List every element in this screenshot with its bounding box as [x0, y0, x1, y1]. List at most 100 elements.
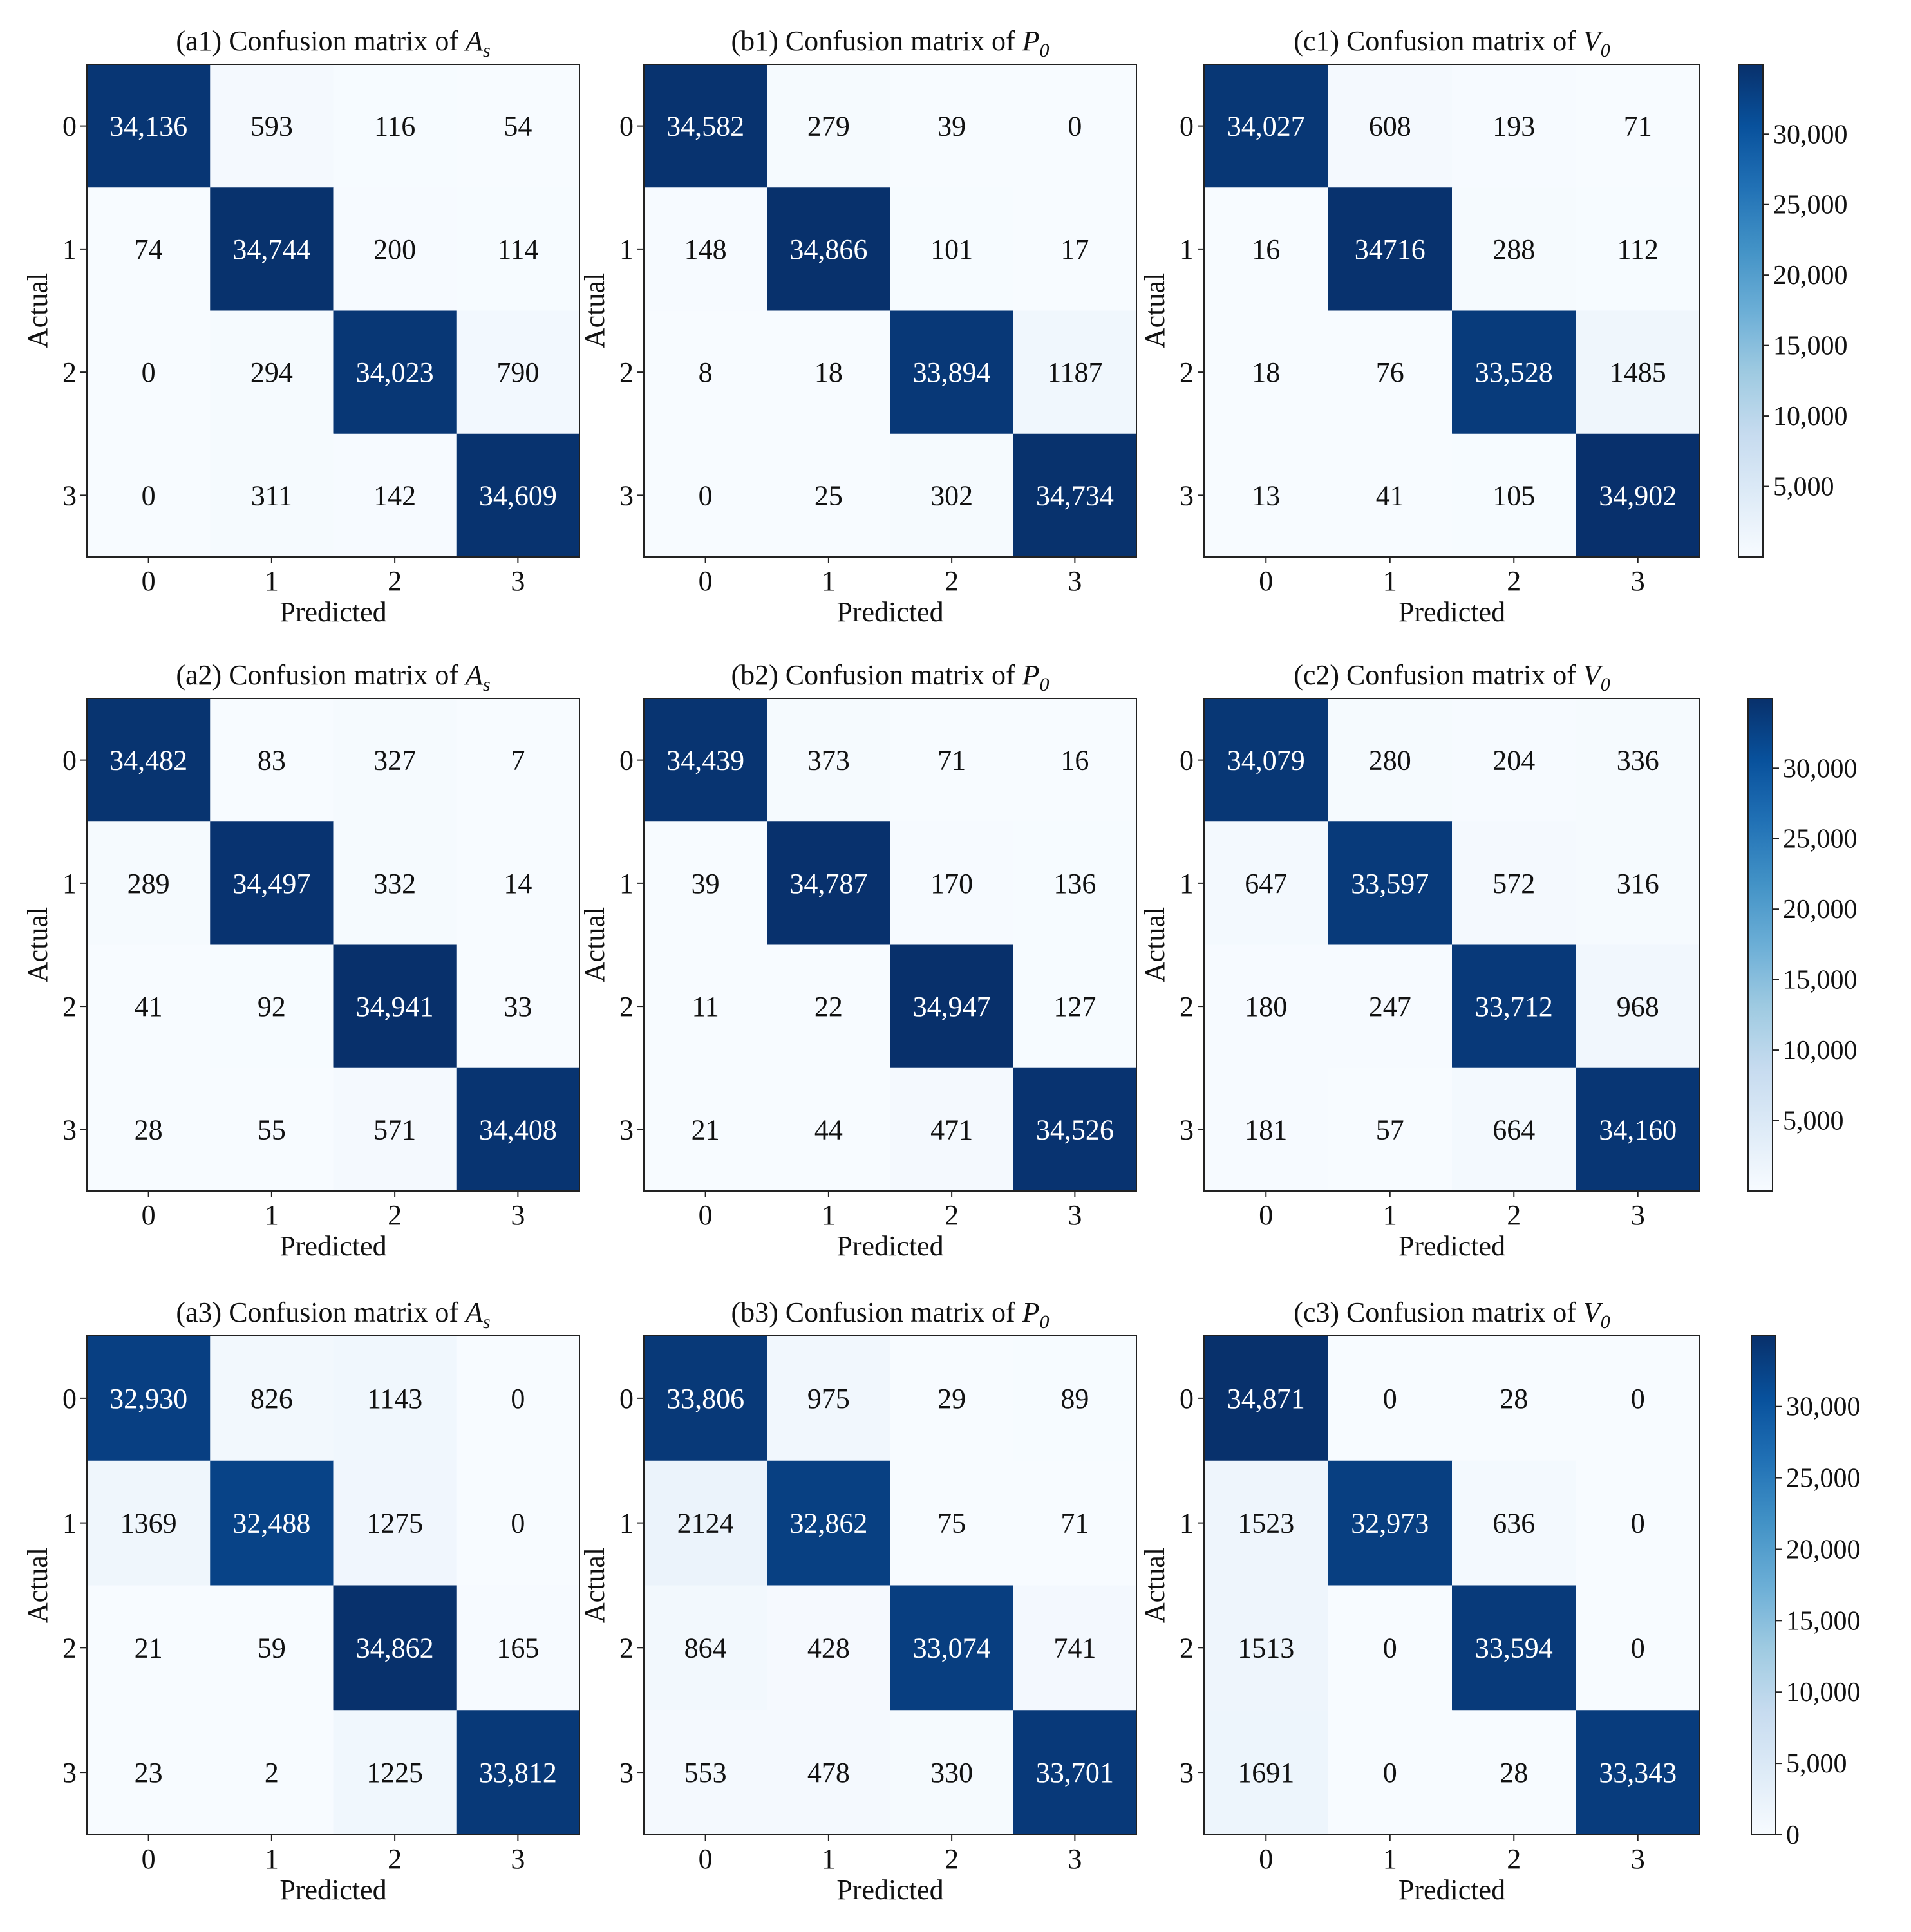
cell-value-label: 101: [930, 234, 973, 265]
cell-value-label: 33: [504, 991, 532, 1022]
cell-value-label: 34,787: [789, 868, 867, 899]
colorbar-tick-label: 20,000: [1786, 1535, 1861, 1564]
matrix-cell: [1576, 821, 1700, 945]
cell-value-label: 1513: [1238, 1632, 1294, 1664]
cell-value-label: 34,862: [356, 1632, 434, 1664]
matrix-cell: [333, 699, 457, 822]
matrix-cell: [87, 310, 211, 435]
cell-value-label: 33,528: [1475, 357, 1553, 388]
cell-value-label: 0: [1631, 1383, 1645, 1414]
cell-value-label: 71: [1060, 1508, 1089, 1539]
matrix-frame: [643, 698, 1137, 1192]
x-tick-label: 2: [1507, 1843, 1521, 1875]
matrix-cell: [767, 64, 890, 188]
cell-value-label: 0: [1631, 1632, 1645, 1664]
cell-value-label: 327: [373, 745, 416, 776]
matrix-cell: [644, 1067, 767, 1192]
cell-value-label: 0: [142, 357, 156, 388]
colorbar-tick-label: 30,000: [1783, 754, 1858, 783]
x-tick-label: 1: [822, 1199, 836, 1231]
cell-value-label: 1187: [1047, 357, 1102, 388]
matrix-cell: [1204, 1067, 1328, 1192]
matrix-cell: [456, 944, 580, 1069]
matrix-frame: [1203, 64, 1700, 558]
matrix-cell: [210, 1585, 334, 1711]
matrix-cell: [767, 1336, 890, 1461]
x-axis-label: Predicted: [1398, 1874, 1505, 1906]
colorbar-tick-label: 10,000: [1773, 402, 1848, 431]
matrix-cell: [890, 1710, 1014, 1835]
matrix-cell: [1328, 944, 1453, 1069]
matrix-cell: [210, 187, 334, 311]
matrix-cell: [1204, 1336, 1328, 1461]
y-tick-label: 1: [619, 868, 634, 899]
matrix-cell: [1204, 1710, 1328, 1835]
cell-value-label: 170: [930, 868, 973, 899]
x-tick-label: 1: [822, 565, 836, 597]
x-tick-label: 0: [142, 1843, 156, 1875]
y-tick-label: 3: [619, 1757, 634, 1788]
panel-title-symbol: P: [1022, 659, 1040, 691]
panel-title: (a1) Confusion matrix of As: [176, 25, 490, 61]
cell-value-label: 16: [1060, 745, 1089, 776]
cell-value-label: 75: [937, 1508, 966, 1539]
colorbar: 30,000 25,000 20,000 15,000 10,000 5,000 0: [1751, 1335, 1861, 1850]
matrix-cell: [333, 1336, 457, 1461]
matrix-cell: [1013, 821, 1137, 945]
matrix-cell: [644, 944, 767, 1069]
cell-value-label: 864: [684, 1632, 727, 1664]
cell-value-label: 28: [1500, 1383, 1528, 1414]
matrix-cell: [1328, 1460, 1453, 1586]
matrix-cell: [1452, 310, 1576, 435]
cell-value-label: 28: [135, 1114, 163, 1145]
cell-value-label: 71: [1624, 111, 1652, 142]
matrix-cell: [333, 433, 457, 558]
panel-title: (c1) Confusion matrix of V0: [1294, 25, 1610, 61]
x-tick-label: 3: [1631, 1843, 1645, 1875]
matrix-cell: [1452, 944, 1576, 1069]
panel-title-subscript: 0: [1601, 40, 1610, 61]
panel-title-subscript: 0: [1601, 1311, 1610, 1333]
cell-value-label: 204: [1492, 745, 1535, 776]
matrix-cell: [1452, 821, 1576, 945]
confusion-matrix-panel: (a3) Confusion matrix of As 32,930 826 1143…: [22, 1297, 580, 1906]
matrix-frame: [643, 1335, 1137, 1835]
y-tick-label: 3: [1180, 480, 1194, 511]
cell-value-label: 279: [807, 111, 850, 142]
matrix-cell: [644, 699, 767, 822]
matrix-cell: [87, 944, 211, 1069]
colorbar-tick-label: 25,000: [1786, 1464, 1861, 1494]
matrix-cell: [644, 64, 767, 188]
cell-value-label: 7: [511, 745, 525, 776]
matrix-cell: [1576, 64, 1700, 188]
matrix-cell: [456, 310, 580, 435]
matrix-cell: [1204, 433, 1328, 558]
x-tick-label: 1: [1383, 1843, 1397, 1875]
cell-value-label: 76: [1376, 357, 1404, 388]
matrix-cell: [1204, 944, 1328, 1069]
matrix-cell: [456, 187, 580, 311]
matrix-cell: [333, 821, 457, 945]
x-tick-label: 0: [699, 1199, 713, 1231]
cell-value-label: 33,712: [1475, 991, 1553, 1022]
cell-value-label: 54: [504, 111, 532, 142]
matrix-cell: [1328, 310, 1453, 435]
colorbar-tick-label: 30,000: [1773, 120, 1848, 149]
cell-value-label: 1369: [120, 1508, 177, 1539]
matrix-cell: [644, 821, 767, 945]
x-tick-label: 0: [1259, 1843, 1273, 1875]
y-tick-label: 1: [619, 1508, 634, 1539]
matrix-cell: [1452, 433, 1576, 558]
matrix-cell: [210, 1710, 334, 1835]
matrix-cell: [87, 1067, 211, 1192]
cell-value-label: 112: [1617, 234, 1659, 265]
cell-value-label: 332: [373, 868, 416, 899]
y-axis-label: Actual: [22, 273, 53, 348]
panel-title-prefix: (c3) Confusion matrix of: [1294, 1297, 1583, 1328]
cell-value-label: 13: [1252, 480, 1280, 511]
panel-title-prefix: (c1) Confusion matrix of: [1294, 25, 1583, 57]
matrix-cell: [87, 1585, 211, 1711]
colorbar: 30,000 25,000 20,000 15,000 10,000 5,000: [1747, 698, 1858, 1192]
